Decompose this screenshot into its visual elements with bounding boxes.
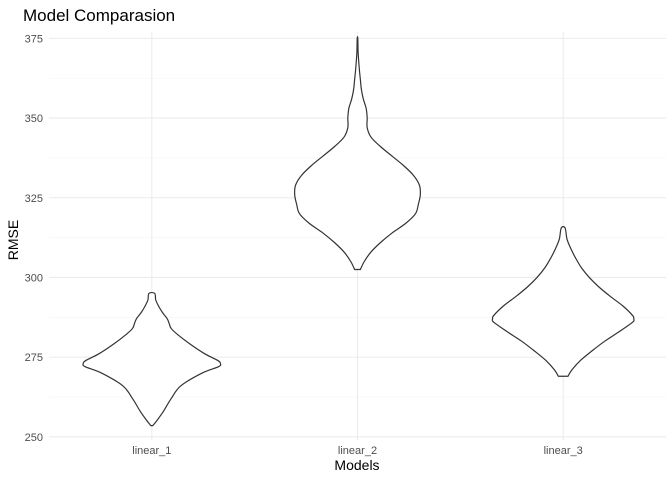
x-axis-title: Models <box>334 457 379 473</box>
y-tick-label: 300 <box>25 272 43 284</box>
x-tick-label: linear_3 <box>544 445 583 457</box>
violin-linear_3 <box>491 226 635 377</box>
y-tick-label: 275 <box>25 352 43 364</box>
y-axis-title: RMSE <box>5 220 21 260</box>
y-tick-label: 250 <box>25 432 43 444</box>
violin-linear_1 <box>82 291 222 427</box>
chart-title: Model Comparasion <box>23 6 175 25</box>
x-tick-label: linear_1 <box>132 445 171 457</box>
x-axis-ticks: linear_1 linear_2 linear_3 <box>132 445 582 457</box>
y-tick-label: 325 <box>25 193 43 205</box>
y-tick-label: 375 <box>25 33 43 45</box>
violin-linear_2 <box>293 36 422 271</box>
violins <box>82 36 635 427</box>
x-tick-label: linear_2 <box>338 445 377 457</box>
y-tick-label: 350 <box>25 113 43 125</box>
y-axis-ticks: 250 275 300 325 350 375 <box>25 33 43 443</box>
